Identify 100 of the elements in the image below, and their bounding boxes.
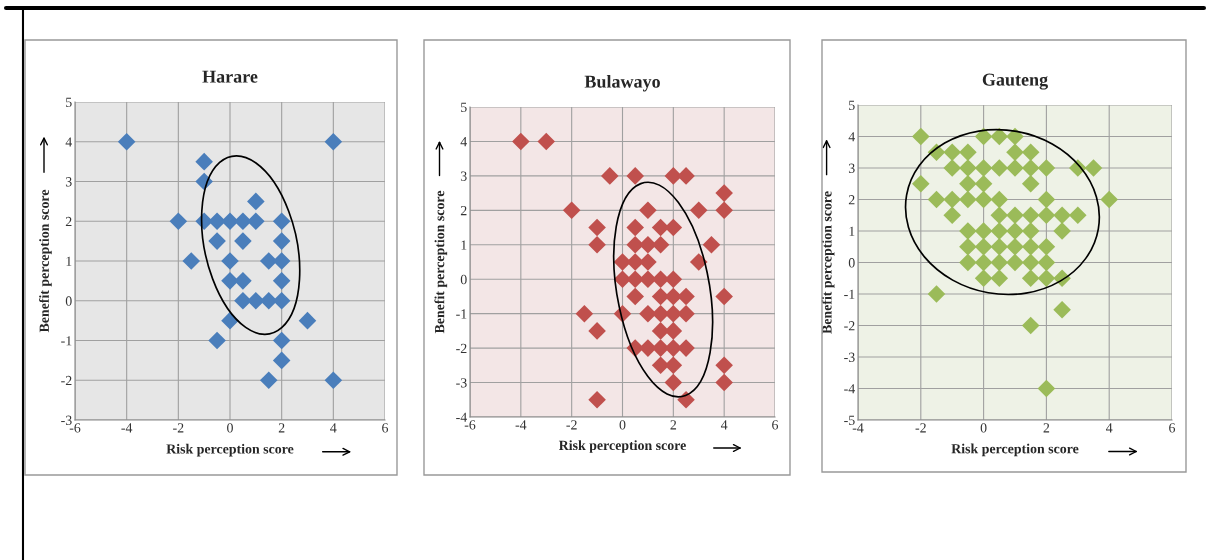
point bbox=[117, 132, 136, 151]
point bbox=[715, 373, 733, 392]
point bbox=[677, 304, 695, 323]
point bbox=[221, 212, 239, 231]
point bbox=[169, 212, 188, 231]
point bbox=[639, 253, 657, 271]
point bbox=[677, 339, 695, 357]
point bbox=[626, 287, 644, 306]
x-tick-label: 0 bbox=[619, 420, 626, 430]
point bbox=[272, 272, 291, 290]
y-tick-label: 2 bbox=[65, 216, 72, 227]
x-tick-label: 0 bbox=[227, 423, 233, 433]
x-tick-label: 6 bbox=[382, 423, 389, 433]
x-tick-label: -6 bbox=[464, 420, 476, 430]
y-tick-label: 0 bbox=[848, 258, 855, 268]
chart-title: Harare bbox=[202, 70, 258, 83]
point bbox=[259, 371, 278, 390]
y-tick-label: -1 bbox=[456, 309, 467, 319]
point bbox=[639, 304, 657, 323]
point bbox=[512, 132, 530, 151]
point bbox=[715, 287, 733, 306]
point bbox=[272, 232, 291, 250]
point bbox=[626, 270, 644, 289]
x-tick-label: 2 bbox=[278, 423, 285, 433]
y-tick-label: -2 bbox=[456, 343, 467, 353]
point bbox=[324, 371, 343, 390]
point bbox=[182, 252, 201, 270]
point bbox=[272, 212, 291, 231]
x-tick-label: -2 bbox=[915, 423, 926, 433]
point bbox=[702, 235, 721, 254]
point bbox=[247, 291, 265, 310]
point bbox=[195, 152, 213, 171]
y-tick-label: -5 bbox=[844, 415, 855, 425]
point bbox=[221, 252, 239, 270]
point bbox=[626, 167, 644, 185]
y-tick-label: 4 bbox=[65, 137, 73, 147]
y-tick-label: -1 bbox=[61, 336, 72, 346]
point bbox=[324, 132, 343, 151]
x-axis-title: Risk perception score bbox=[558, 440, 686, 453]
y-axis-title: Benefit perception score bbox=[39, 189, 52, 333]
y-tick-label: -4 bbox=[844, 384, 856, 394]
y-tick-label: 2 bbox=[848, 195, 855, 205]
point bbox=[588, 218, 606, 237]
x-tick-label: -2 bbox=[173, 423, 184, 433]
point bbox=[234, 291, 252, 310]
point bbox=[664, 373, 683, 392]
y-tick-label: -1 bbox=[844, 289, 855, 299]
point bbox=[208, 212, 226, 231]
x-tick-label: 0 bbox=[980, 423, 987, 433]
y-tick-label: 1 bbox=[461, 240, 467, 250]
x-tick-label: 2 bbox=[1043, 423, 1050, 433]
y-tick-label: 0 bbox=[460, 274, 467, 285]
y-tick-label: 4 bbox=[848, 132, 856, 142]
y-tick-label: 2 bbox=[460, 205, 467, 216]
y-tick-label: 3 bbox=[848, 163, 855, 173]
point bbox=[601, 167, 619, 185]
x-tick-label: -4 bbox=[121, 423, 133, 433]
point bbox=[259, 252, 278, 270]
point bbox=[639, 201, 657, 220]
point bbox=[677, 390, 695, 409]
point bbox=[715, 201, 733, 220]
y-tick-label: -3 bbox=[61, 415, 72, 425]
point bbox=[208, 232, 226, 250]
y-tick-label: 1 bbox=[66, 256, 72, 266]
point bbox=[677, 287, 695, 306]
point bbox=[247, 212, 265, 231]
point bbox=[208, 331, 226, 350]
chart-title: Gauteng bbox=[982, 73, 1048, 90]
x-tick-label: 6 bbox=[772, 420, 779, 430]
y-tick-label: -2 bbox=[844, 321, 855, 331]
x-axis-title: Risk perception score bbox=[951, 443, 1079, 457]
x-axis-title: Risk perception score bbox=[166, 443, 294, 457]
point bbox=[639, 270, 657, 289]
y-tick-label: -3 bbox=[844, 352, 855, 362]
point bbox=[247, 192, 265, 211]
y-tick-label: 3 bbox=[65, 177, 72, 187]
y-tick-label: 5 bbox=[849, 100, 855, 110]
x-tick-label: 6 bbox=[1169, 423, 1176, 433]
chart-title: Bulawayo bbox=[584, 75, 660, 92]
point bbox=[626, 218, 644, 237]
y-tick-label: 5 bbox=[461, 102, 467, 112]
point bbox=[626, 235, 644, 254]
point bbox=[234, 232, 252, 250]
point bbox=[537, 132, 556, 151]
y-tick-label: 1 bbox=[849, 226, 855, 236]
x-tick-label: 4 bbox=[1106, 423, 1113, 433]
y-axis-title: Benefit perception score bbox=[434, 190, 448, 334]
point bbox=[234, 212, 252, 231]
x-tick-label: -2 bbox=[566, 420, 577, 430]
point bbox=[689, 201, 708, 220]
point bbox=[689, 253, 708, 271]
point bbox=[677, 167, 695, 185]
point bbox=[575, 304, 594, 323]
y-tick-label: -4 bbox=[456, 412, 468, 422]
x-tick-label: 2 bbox=[670, 420, 677, 430]
point bbox=[272, 351, 291, 370]
y-tick-label: 0 bbox=[65, 296, 72, 306]
y-tick-label: 5 bbox=[66, 97, 72, 107]
point bbox=[715, 184, 733, 202]
y-tick-label: -2 bbox=[61, 375, 72, 386]
